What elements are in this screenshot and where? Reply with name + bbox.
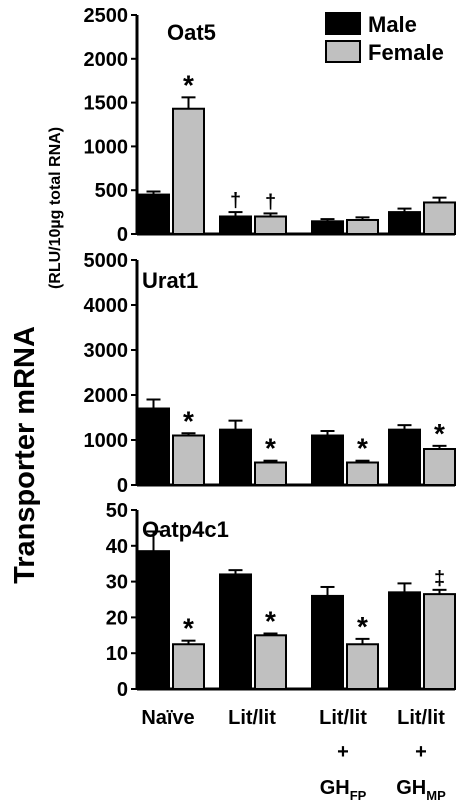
bar-male [219,573,252,690]
bar-female [423,593,456,691]
y-tick-label: 0 [117,224,128,246]
bar-male [388,211,421,236]
y-tick-label: 2000 [84,49,129,71]
bar-female [172,643,205,690]
bar-male [311,220,344,236]
bar-male [311,594,344,690]
y-tick-label: 2000 [84,385,129,407]
significance-mark: * [434,418,445,449]
x-group-label: GHFP [320,777,367,801]
x-group-label: GHMP [396,777,446,801]
x-group-label-text: Lit/lit [319,707,367,729]
x-group-label-subscript: MP [426,788,446,801]
chart-panel-oat5: 0 500 1000 1500 2000 2500 Oat5 † * † [84,5,456,246]
bar-male [137,407,170,486]
x-group-label: + [337,741,349,763]
y-tick-label: 20 [106,607,128,629]
bar-male [137,193,170,235]
significance-mark: † [230,190,241,212]
significance-mark: * [265,433,276,464]
panel-title: Oatp4c1 [142,517,229,542]
y-tick-label: 2500 [84,5,129,27]
x-group-label-text: GH [320,777,350,799]
significance-mark: † [265,191,276,213]
x-group-label: Lit/lit [397,707,445,729]
bar-female [254,634,287,690]
x-group-label: Lit/lit [319,707,367,729]
y-tick-label: 1000 [84,136,129,158]
significance-mark: ‡ [434,568,445,590]
bar-female [346,643,379,690]
y-tick-label: 30 [106,572,128,594]
bar-female [172,107,205,235]
y-tick-label: 1000 [84,430,129,452]
legend-label-male: Male [368,12,417,37]
x-group-label-text: Lit/lit [228,707,276,729]
x-group-label-text: Naïve [141,707,194,729]
bar-female [254,461,287,486]
y-tick-label: 5000 [84,250,129,272]
legend-swatch-female [325,40,361,63]
significance-mark: * [183,69,194,100]
chart-panel-oatp4c1: 0 10 20 30 40 50 Oatp4c1 * * * ‡ [106,500,456,701]
legend-swatch-male [325,12,361,35]
chart-panels: 05001000150020002500Oat5†*†0100020003000… [84,5,456,701]
bar-female [423,201,456,236]
bar-male [311,434,344,486]
bar-female [172,434,205,486]
significance-mark: * [357,433,368,464]
x-group-label: Lit/lit [228,707,276,729]
y-tick-label: 0 [117,679,128,701]
x-group-label-text: + [415,741,427,763]
y-tick-label: 0 [117,475,128,497]
y-tick-label: 4000 [84,295,129,317]
bar-male [219,428,252,486]
panel-title: Oat5 [167,20,216,45]
bar-female [346,461,379,486]
significance-mark: * [183,613,194,644]
y-axis-unit-label: (RLU/10µg total RNA) [47,127,64,289]
significance-mark: * [265,606,276,637]
significance-mark: * [183,405,194,436]
bar-female [254,215,287,235]
y-tick-label: 500 [95,180,128,202]
x-group-label-subscript: FP [350,788,367,801]
x-group-label-text: + [337,741,349,763]
bar-male [388,591,421,691]
x-group-label: + [415,741,427,763]
chart-panel-urat1: 0 1000 2000 3000 4000 5000 Urat1 * * * * [84,250,456,497]
bar-male [219,215,252,235]
y-tick-label: 10 [106,643,128,665]
significance-mark: * [357,611,368,642]
y-axis-label: Transporter mRNA [9,326,41,584]
bar-female [423,448,456,486]
bar-male [388,428,421,486]
x-group-label: Naïve [141,707,194,729]
legend: Male Female [325,12,444,65]
x-group-label-text: Lit/lit [397,707,445,729]
bar-male [137,550,170,690]
bar-female [346,218,379,235]
x-group-label-text: GH [396,777,426,799]
y-tick-label: 1500 [84,93,129,115]
y-tick-label: 3000 [84,340,129,362]
legend-label-female: Female [368,40,444,65]
panel-title: Urat1 [142,268,198,293]
y-tick-label: 50 [106,500,128,522]
y-tick-label: 40 [106,536,128,558]
